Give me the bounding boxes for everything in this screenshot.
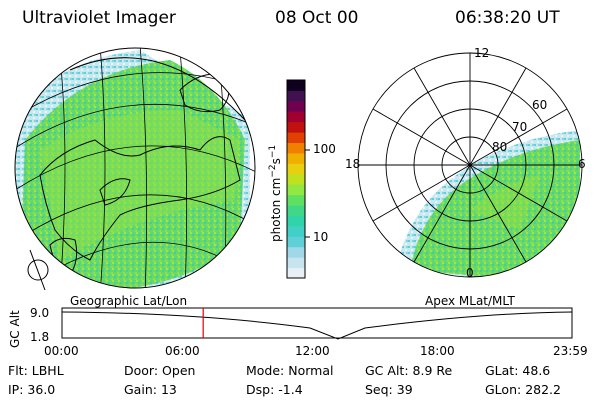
gc-alt-ytick-1-8: 1.8	[30, 330, 50, 344]
info-gain: Gain: 13	[124, 382, 177, 397]
gc-alt-axis-label: GC Alt	[8, 310, 22, 348]
colorbar-tick-100: 100	[313, 142, 336, 156]
info-dsp: Dsp: -1.4	[246, 382, 303, 397]
colorbar-border	[286, 79, 306, 279]
info-glon: GLon: 282.2	[485, 382, 561, 397]
colorbar-unit-sup2: −1	[268, 144, 278, 159]
colorbar-unit: photon cm−2s−1	[268, 145, 283, 242]
info-seq: Seq: 39	[365, 382, 413, 397]
colorbar-segment	[287, 236, 305, 248]
colorbar-segment	[287, 111, 305, 123]
info-gc-alt: GC Alt: 8.9 Re	[365, 363, 453, 378]
colorbar-segment	[287, 225, 305, 237]
colorbar-segment	[287, 142, 305, 154]
gc-alt-xtick-1200: 12:00	[295, 344, 330, 358]
colorbar-segment	[287, 90, 305, 102]
colorbar-segment	[287, 173, 305, 185]
mlat-label-60: 60	[532, 98, 548, 112]
colorbar-segment	[287, 152, 305, 164]
info-mode: Mode: Normal	[246, 363, 334, 378]
mlat-label-70: 70	[512, 120, 528, 134]
mlt-label-0: 0	[466, 266, 474, 280]
colorbar-segment	[287, 215, 305, 227]
left-panel-label: Geographic Lat/Lon	[70, 294, 188, 308]
mlat-label-80: 80	[492, 140, 508, 154]
colorbar-segment	[287, 80, 305, 91]
colorbar-segment	[287, 184, 305, 196]
colorbar-segment	[287, 163, 305, 175]
date-label: 08 Oct 00	[275, 8, 359, 28]
gc-alt-xtick-0600: 06:00	[165, 344, 200, 358]
earth-disk	[15, 48, 255, 288]
colorbar-segment	[287, 267, 305, 279]
colorbar-unit-text: photon cm	[269, 177, 283, 242]
mlt-label-12: 12	[474, 46, 490, 60]
sun-marker	[29, 249, 46, 291]
mlt-label-6: 6	[578, 157, 586, 171]
colorbar	[286, 79, 310, 279]
gc-alt-ytick-9: 9.0	[30, 306, 50, 320]
info-glat: GLat: 48.6	[485, 363, 551, 378]
gc-alt-plot	[61, 307, 573, 340]
colorbar-segment	[287, 246, 305, 258]
colorbar-unit-s: s	[269, 158, 283, 165]
time-label: 06:38:20 UT	[455, 8, 560, 28]
colorbar-segment	[287, 205, 305, 216]
colorbar-segment	[287, 257, 305, 269]
colorbar-tick-10: 10	[313, 230, 329, 244]
colorbar-segment	[287, 100, 305, 112]
right-panel-label: Apex MLat/MLT	[425, 294, 515, 308]
colorbar-segment	[287, 194, 305, 206]
mlt-label-18: 18	[345, 157, 361, 171]
gc-alt-xtick-0000: 00:00	[44, 344, 79, 358]
info-door: Door: Open	[124, 363, 196, 378]
colorbar-segment	[287, 132, 305, 144]
colorbar-segment	[287, 121, 305, 133]
instrument-title: Ultraviolet Imager	[22, 8, 176, 28]
gc-alt-xtick-1800: 18:00	[420, 344, 455, 358]
gc-alt-xtick-2359: 23:59	[553, 344, 588, 358]
colorbar-unit-sup1: −2	[268, 164, 278, 178]
info-ip: IP: 36.0	[8, 382, 56, 397]
info-flt: Flt: LBHL	[8, 363, 64, 378]
